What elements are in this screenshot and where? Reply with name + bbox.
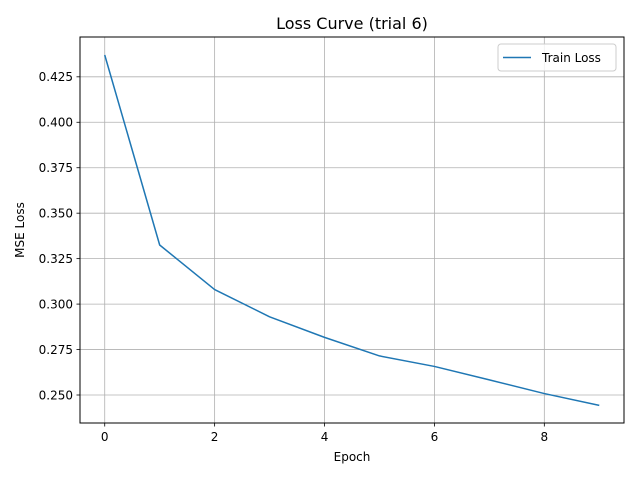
y-tick-label: 0.375 [39, 161, 73, 175]
legend: Train Loss [497, 43, 617, 72]
x-tick-label: 4 [321, 430, 329, 444]
y-tick-label: 0.350 [39, 206, 73, 220]
y-tick-label: 0.400 [39, 116, 73, 130]
y-tick-label: 0.275 [39, 343, 73, 357]
x-tick-label: 2 [211, 430, 219, 444]
chart-title: Loss Curve (trial 6) [276, 14, 428, 33]
series-layer [104, 54, 600, 407]
x-tick-label: 6 [431, 430, 439, 444]
y-tick-label: 0.325 [39, 252, 73, 266]
x-axis-label: Epoch [334, 450, 371, 464]
y-tick-label: 0.300 [39, 297, 73, 311]
y-axis-label: MSE Loss [13, 202, 27, 258]
grid-layer [80, 37, 624, 423]
y-tick-label: 0.250 [39, 388, 73, 402]
x-tick-label: 8 [541, 430, 549, 444]
legend-box [497, 43, 617, 72]
legend-entry-train-loss: Train Loss [541, 51, 601, 65]
ticks-layer: 0 2 4 6 8 0.250 0.275 0.300 0.325 0.350 0.375 0.400… [39, 70, 549, 444]
series-line-train-loss [104, 54, 600, 407]
plot-frame [79, 36, 625, 424]
x-tick-label: 0 [101, 430, 109, 444]
y-tick-label: 0.425 [39, 70, 73, 84]
